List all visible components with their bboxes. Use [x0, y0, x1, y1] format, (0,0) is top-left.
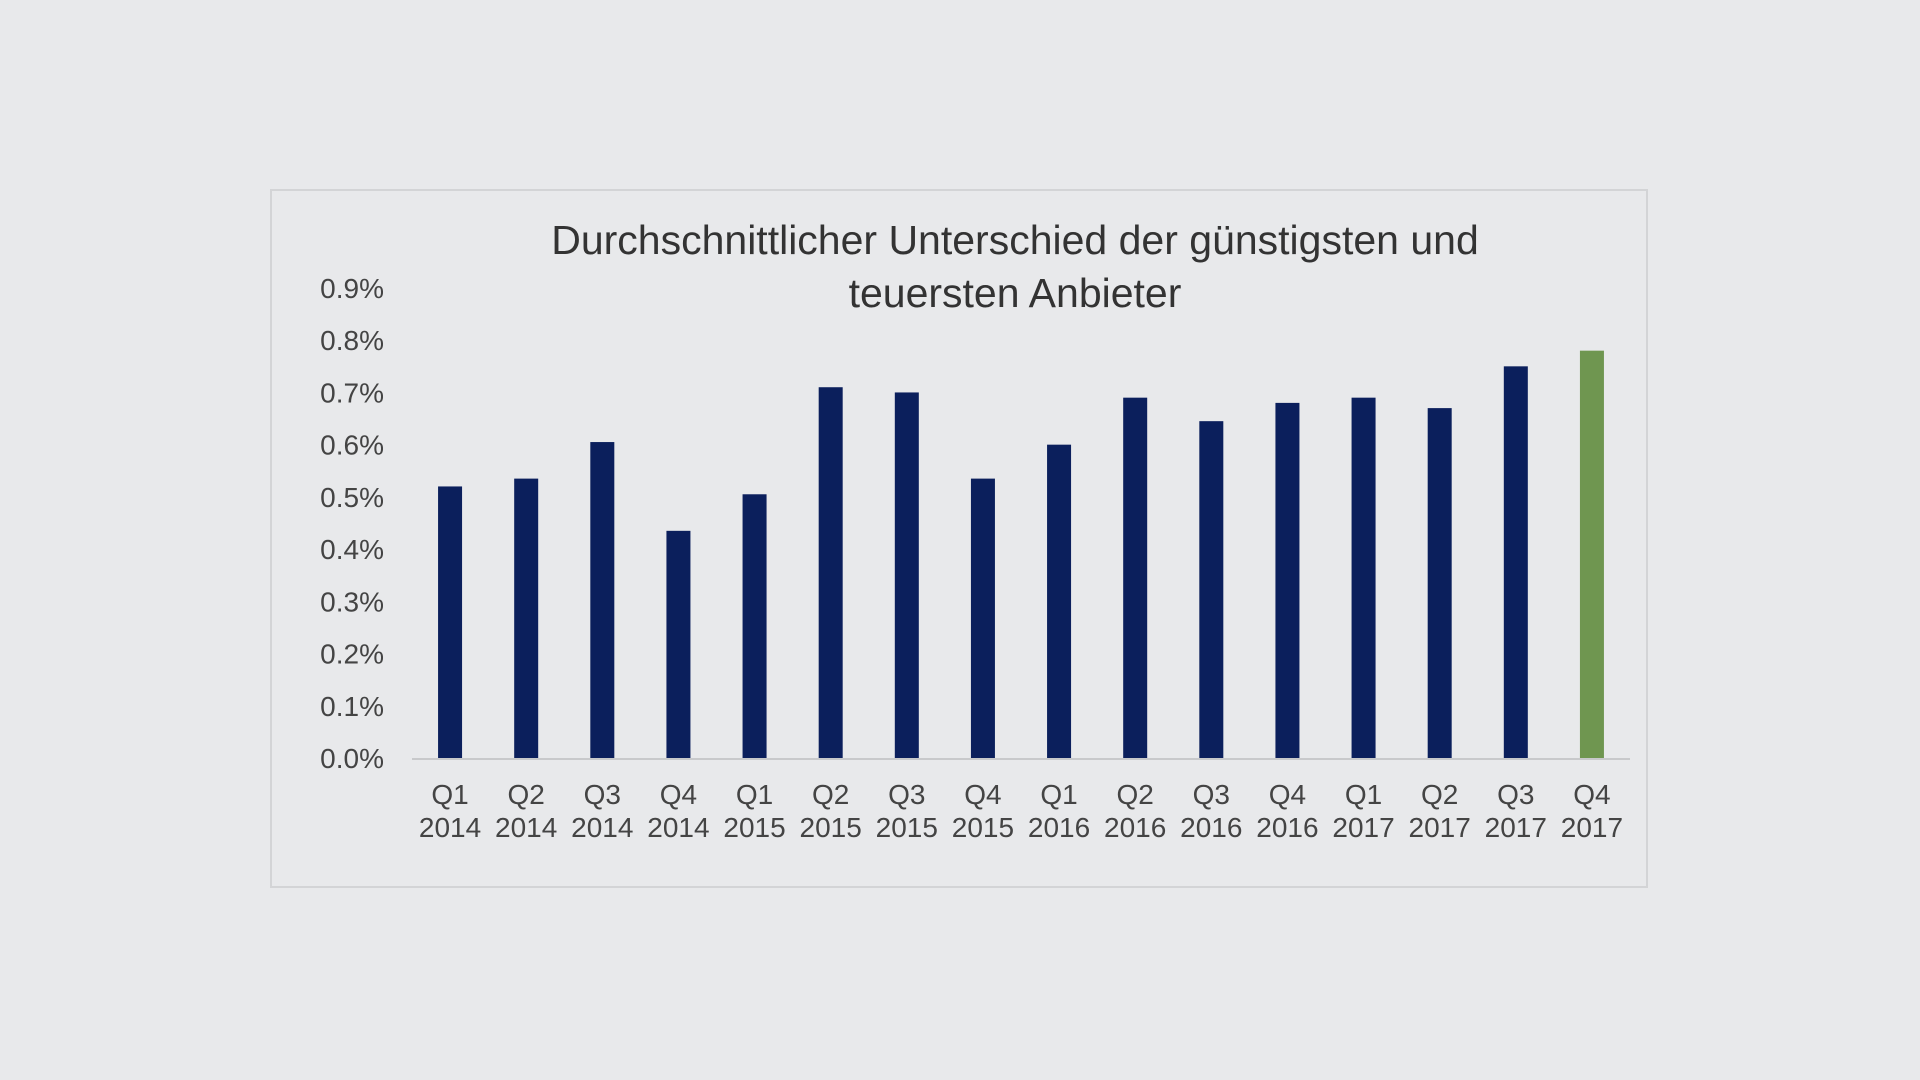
x-tick-label-quarter: Q4	[964, 779, 1001, 810]
chart-title-line-2: teuersten Anbieter	[848, 270, 1182, 316]
x-tick-label-year: 2015	[800, 812, 862, 843]
bar-q1-2015	[742, 494, 767, 758]
x-tick-label-year: 2015	[723, 812, 785, 843]
x-tick-label-year: 2017	[1409, 812, 1471, 843]
bar-q3-2014	[590, 442, 615, 758]
bar-q2-2014	[514, 478, 539, 758]
x-tick-label-quarter: Q3	[888, 779, 925, 810]
x-tick-label-quarter: Q3	[584, 779, 621, 810]
chart-frame	[270, 189, 1648, 888]
y-tick-label: 0.7%	[320, 377, 384, 408]
bar-q3-2017	[1503, 366, 1528, 758]
x-tick-label-quarter: Q4	[660, 779, 697, 810]
y-tick-label: 0.6%	[320, 430, 384, 461]
y-tick-label: 0.9%	[320, 273, 384, 304]
y-tick-label: 0.0%	[320, 743, 384, 774]
y-tick-label: 0.5%	[320, 482, 384, 513]
x-tick-label-year: 2016	[1028, 812, 1090, 843]
bar-q2-2016	[1123, 397, 1148, 758]
x-tick-label-year: 2015	[876, 812, 938, 843]
bar-q3-2016	[1199, 421, 1224, 758]
x-tick-label-year: 2014	[571, 812, 633, 843]
x-tick-label-year: 2017	[1332, 812, 1394, 843]
y-tick-label: 0.2%	[320, 639, 384, 670]
bar-q3-2015	[894, 392, 919, 758]
x-tick-label-quarter: Q3	[1497, 779, 1534, 810]
x-tick-label-year: 2015	[952, 812, 1014, 843]
x-tick-label-year: 2016	[1256, 812, 1318, 843]
x-tick-label-quarter: Q2	[508, 779, 545, 810]
bar-q2-2017	[1427, 408, 1452, 758]
x-tick-label-quarter: Q4	[1573, 779, 1610, 810]
y-tick-label: 0.4%	[320, 534, 384, 565]
bar-q1-2016	[1047, 444, 1072, 758]
x-tick-label-quarter: Q1	[1345, 779, 1382, 810]
x-tick-label-year: 2017	[1485, 812, 1547, 843]
bar-q1-2017	[1351, 397, 1376, 758]
x-tick-label-quarter: Q2	[1421, 779, 1458, 810]
bar-q4-2016	[1275, 402, 1300, 758]
x-tick-label-year: 2014	[647, 812, 709, 843]
x-tick-label-quarter: Q2	[1117, 779, 1154, 810]
x-tick-label-year: 2017	[1561, 812, 1623, 843]
x-tick-label-year: 2016	[1180, 812, 1242, 843]
bar-q4-2015	[970, 478, 995, 758]
x-tick-label-year: 2016	[1104, 812, 1166, 843]
x-tick-label-quarter: Q2	[812, 779, 849, 810]
x-tick-label-quarter: Q4	[1269, 779, 1306, 810]
y-tick-label: 0.8%	[320, 325, 384, 356]
x-tick-label-quarter: Q1	[736, 779, 773, 810]
bar-q4-2017	[1579, 350, 1604, 758]
chart-title: Durchschnittlicher Unterschied der günst…	[400, 214, 1630, 320]
x-tick-label-quarter: Q3	[1193, 779, 1230, 810]
x-tick-label-year: 2014	[419, 812, 481, 843]
y-tick-label: 0.1%	[320, 691, 384, 722]
x-tick-label-quarter: Q1	[1040, 779, 1077, 810]
bar-q4-2014	[666, 530, 691, 758]
bar-q2-2015	[818, 387, 843, 758]
y-tick-label: 0.3%	[320, 586, 384, 617]
x-tick-label-year: 2014	[495, 812, 557, 843]
chart-title-line-1: Durchschnittlicher Unterschied der günst…	[551, 217, 1479, 263]
x-tick-label-quarter: Q1	[431, 779, 468, 810]
bar-q1-2014	[438, 486, 463, 758]
